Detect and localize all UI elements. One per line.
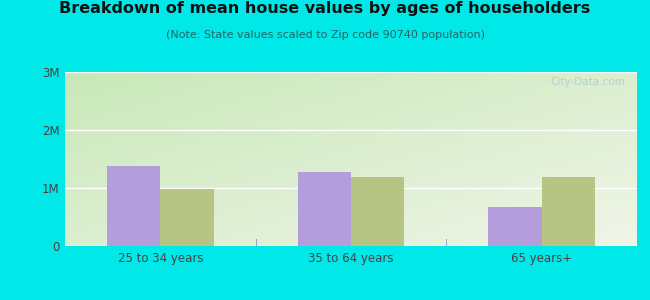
Bar: [107, 166, 161, 246]
Bar: [161, 189, 214, 246]
Bar: [298, 172, 351, 246]
Bar: [541, 177, 595, 246]
Bar: [351, 177, 404, 246]
Text: City-Data.com: City-Data.com: [551, 77, 625, 87]
Bar: [488, 207, 541, 246]
Text: (Note: State values scaled to Zip code 90740 population): (Note: State values scaled to Zip code 9…: [166, 30, 484, 40]
Text: Breakdown of mean house values by ages of householders: Breakdown of mean house values by ages o…: [59, 2, 591, 16]
